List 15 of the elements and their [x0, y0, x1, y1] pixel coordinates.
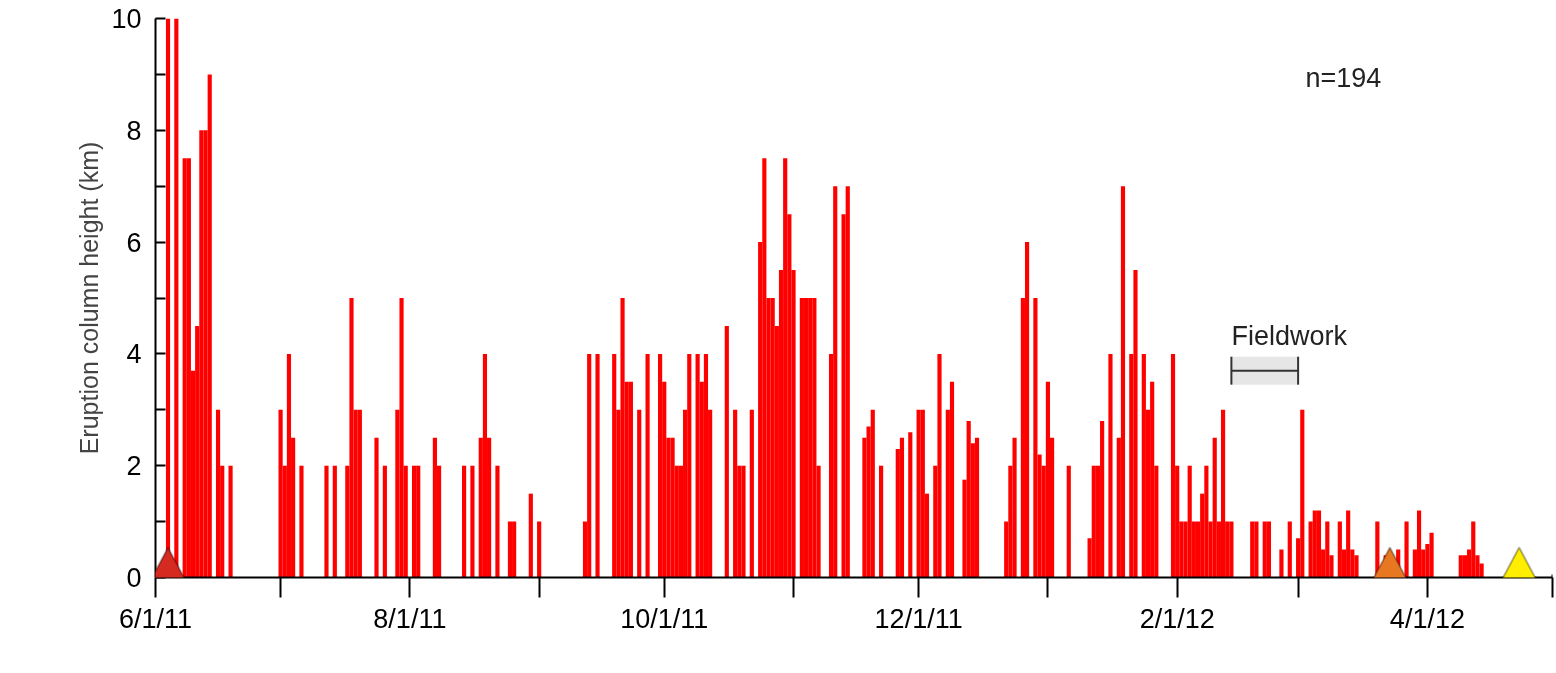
annotation: n=194: [1305, 62, 1382, 93]
x-tick-label: 10/1/11: [620, 603, 709, 634]
y-tick-label: 2: [126, 451, 142, 482]
x-tick-label: 2/1/12: [1139, 603, 1215, 634]
y-tick-label: 8: [126, 115, 142, 146]
y-tick-label: 0: [126, 563, 142, 593]
y-axis-title: Eruption column height (km): [75, 141, 104, 455]
y-tick-label: 10: [111, 4, 142, 34]
x-tick-label: 4/1/12: [1389, 603, 1465, 634]
band-label: Fieldwork: [1231, 321, 1348, 352]
y-tick-label: 4: [126, 339, 142, 370]
x-tick-label: 6/1/11: [118, 603, 193, 634]
x-tick-label: 12/1/11: [874, 603, 963, 634]
y-tick-label: 6: [126, 227, 142, 258]
x-tick-label: 8/1/11: [373, 603, 447, 634]
